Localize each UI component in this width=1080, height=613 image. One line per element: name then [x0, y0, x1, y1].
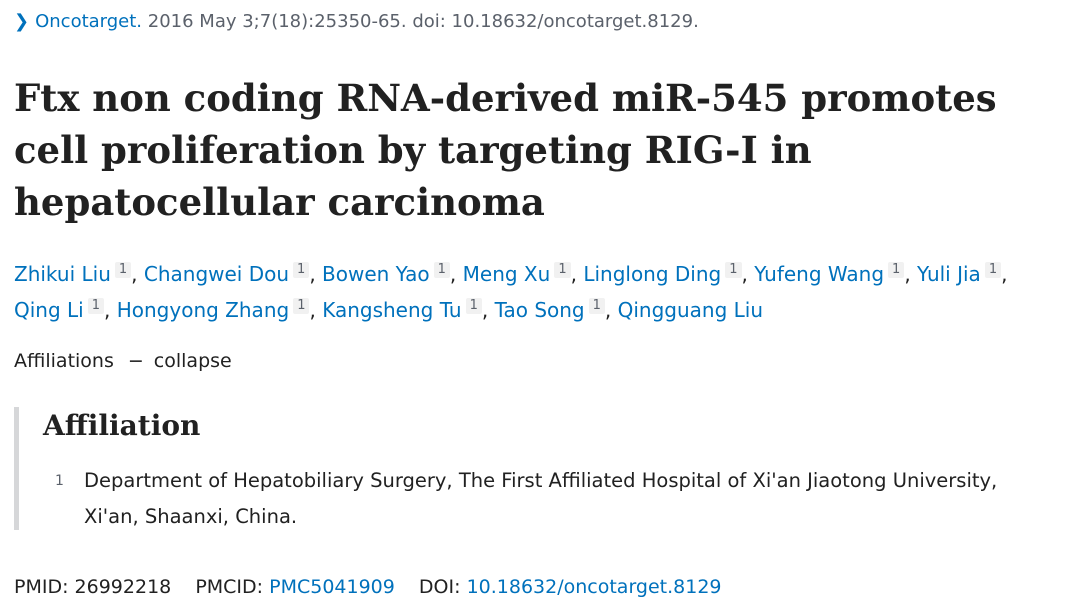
- author-item: Kangsheng Tu 1,: [322, 298, 489, 322]
- author-link[interactable]: Yuli Jia: [917, 262, 981, 286]
- citation-line: ❯ Oncotarget. 2016 May 3;7(18):25350-65. …: [14, 11, 699, 32]
- affiliation-marker[interactable]: 1: [984, 262, 1002, 278]
- pmcid-link[interactable]: PMC5041909: [269, 576, 395, 598]
- article-identifiers: PMID: 26992218 PMCID: PMC5041909 DOI: 10…: [14, 576, 722, 598]
- affiliation-marker[interactable]: 1: [114, 262, 132, 278]
- pmid-label: PMID:: [14, 576, 69, 598]
- author-item: Qing Li 1,: [14, 298, 111, 322]
- author-link[interactable]: Changwei Dou: [143, 262, 290, 286]
- article-title: Ftx non coding RNA-derived miR-545 promo…: [14, 76, 997, 224]
- affiliations-collapse-toggle[interactable]: collapse: [153, 350, 232, 372]
- affiliation-marker[interactable]: 1: [588, 298, 605, 314]
- chevron-right-icon[interactable]: ❯: [14, 11, 30, 32]
- author-link[interactable]: Bowen Yao: [322, 262, 430, 286]
- affiliation-marker[interactable]: 1: [888, 262, 905, 278]
- doi-link[interactable]: 10.18632/oncotarget.8129: [466, 576, 722, 598]
- author-link[interactable]: Zhikui Liu: [14, 262, 111, 286]
- affiliations-label: Affiliations: [14, 350, 114, 372]
- author-link[interactable]: Qingguang Liu: [617, 298, 764, 322]
- author-item: Tao Song 1,: [494, 298, 612, 322]
- affiliation-marker[interactable]: 1: [725, 262, 742, 278]
- pmcid-label: PMCID:: [195, 576, 264, 598]
- affiliations-toggle-row: Affiliations − collapse: [14, 350, 232, 372]
- affiliation-heading: Affiliation: [43, 409, 201, 442]
- author-link[interactable]: Meng Xu: [462, 262, 551, 286]
- author-item: Yufeng Wang 1,: [754, 262, 911, 286]
- affiliation-marker[interactable]: 1: [433, 262, 450, 278]
- author-link[interactable]: Qing Li: [14, 298, 84, 322]
- author-item: Linglong Ding 1,: [583, 262, 748, 286]
- affiliation-marker[interactable]: 1: [87, 298, 105, 314]
- author-item: Zhikui Liu 1,: [14, 262, 138, 286]
- affiliations-panel: Affiliation 1 Department of Hepatobiliar…: [14, 407, 1069, 530]
- affiliation-number: 1: [55, 473, 64, 489]
- author-list: Zhikui Liu 1, Changwei Dou 1, Bowen Yao 1, …: [14, 256, 1074, 328]
- journal-link[interactable]: Oncotarget.: [35, 11, 143, 32]
- author-link[interactable]: Yufeng Wang: [754, 262, 885, 286]
- affiliation-text: Department of Hepatobiliary Surgery, The…: [84, 469, 998, 528]
- author-item: Changwei Dou 1,: [143, 262, 316, 286]
- author-link[interactable]: Tao Song: [494, 298, 585, 322]
- affiliation-marker[interactable]: 1: [465, 298, 482, 314]
- collapse-dash-icon[interactable]: −: [127, 350, 144, 372]
- author-item: Qingguang Liu: [618, 298, 763, 322]
- citation-details: 2016 May 3;7(18):25350-65. doi: 10.18632…: [147, 11, 699, 32]
- affiliation-item: 1 Department of Hepatobiliary Surgery, T…: [55, 463, 1055, 535]
- author-item: Yuli Jia 1,: [917, 262, 1008, 286]
- author-link[interactable]: Linglong Ding: [583, 262, 722, 286]
- author-link[interactable]: Kangsheng Tu: [322, 298, 462, 322]
- author-item: Meng Xu 1,: [462, 262, 577, 286]
- author-item: Hongyong Zhang 1,: [116, 298, 316, 322]
- pmid-value: 26992218: [74, 576, 172, 598]
- author-link[interactable]: Hongyong Zhang: [116, 298, 290, 322]
- affiliation-marker[interactable]: 1: [293, 262, 310, 278]
- affiliation-marker[interactable]: 1: [293, 298, 310, 314]
- doi-label: DOI:: [418, 576, 461, 598]
- affiliation-marker[interactable]: 1: [554, 262, 571, 278]
- author-item: Bowen Yao 1,: [322, 262, 457, 286]
